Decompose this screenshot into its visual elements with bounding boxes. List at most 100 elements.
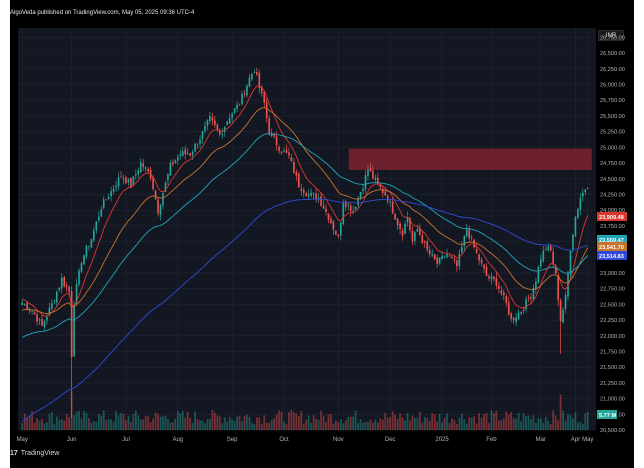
y-tick-label: 21,000.00 — [600, 397, 625, 403]
series-value-label: 23,541.70 — [599, 245, 624, 251]
candle-body — [206, 120, 209, 126]
volume-bar — [127, 415, 130, 430]
candle-body — [293, 161, 295, 173]
volume-bar — [300, 411, 303, 430]
volume-bar — [78, 410, 80, 430]
candle-body — [307, 194, 310, 196]
volume-bar — [438, 413, 441, 430]
candle-body — [298, 174, 300, 188]
volume-value-label: 5.77 M — [599, 413, 616, 419]
volume-bar — [75, 411, 78, 430]
y-tick-label: 24,500.00 — [600, 177, 625, 183]
volume-bar — [46, 422, 48, 430]
volume-bar — [532, 415, 535, 430]
candle-body — [177, 156, 179, 161]
volume-bar — [547, 420, 550, 430]
candle-body — [130, 177, 132, 188]
volume-bar — [186, 411, 189, 430]
candle-body — [322, 205, 325, 209]
volume-bar — [572, 418, 574, 430]
volume-bar — [352, 416, 355, 430]
candle-body — [157, 199, 159, 214]
candle-body — [505, 296, 508, 304]
y-tick-label: 22,500.00 — [600, 302, 625, 308]
volume-bar — [357, 422, 359, 430]
candle-body — [342, 203, 345, 225]
volume-bar — [381, 419, 384, 430]
volume-bar — [213, 412, 216, 430]
candle-body — [137, 170, 140, 175]
candle-body — [241, 93, 243, 105]
volume-bar — [241, 420, 243, 430]
volume-bar — [31, 411, 33, 430]
candle-body — [78, 270, 80, 285]
volume-bar — [63, 420, 66, 430]
candle-body — [209, 115, 211, 122]
ema-line-slow — [21, 133, 589, 338]
volume-bar — [362, 422, 364, 430]
volume-bar — [233, 420, 236, 430]
y-tick-label: 21,250.00 — [600, 381, 625, 387]
volume-bar — [525, 415, 527, 430]
candle-body — [458, 253, 461, 267]
volume-bar — [475, 423, 478, 430]
volume-bar — [275, 414, 278, 430]
volume-bar — [154, 412, 157, 430]
candle-body — [300, 189, 303, 191]
volume-bar — [458, 417, 461, 430]
candle-body — [584, 189, 587, 193]
x-tick-label: Sep — [227, 437, 238, 443]
candle-body — [273, 133, 275, 137]
candle-body — [377, 177, 379, 184]
volume-bar — [83, 410, 85, 430]
candle-body — [169, 162, 172, 176]
volume-bar — [147, 416, 150, 430]
candle-body — [357, 197, 359, 206]
volume-bar — [539, 418, 542, 430]
y-tick-label: 20,500.00 — [600, 428, 625, 434]
candle-body — [347, 204, 350, 206]
candle-body — [453, 259, 456, 261]
candle-body — [372, 170, 374, 179]
candle-body — [122, 178, 125, 180]
candle-body — [142, 163, 145, 167]
volume-bar — [142, 419, 145, 430]
volume-bar — [322, 415, 325, 430]
candle-body — [428, 250, 431, 255]
currency-badge[interactable]: INR — [598, 30, 624, 41]
candle-body — [263, 92, 266, 103]
candle-body — [559, 300, 562, 322]
volume-bar — [246, 414, 248, 430]
candle-body — [411, 230, 414, 242]
candle-body — [493, 276, 495, 280]
tradingview-logo-text: TradingView — [20, 450, 60, 457]
volume-bar — [446, 413, 448, 430]
candle-body — [332, 221, 335, 230]
volume-bar — [258, 417, 261, 430]
candle-body — [399, 223, 401, 229]
y-tick-label: 24,000.00 — [600, 208, 625, 214]
candle-body — [436, 257, 438, 264]
volume-bar — [517, 412, 520, 430]
candle-body — [85, 245, 88, 257]
volume-bar — [60, 419, 63, 430]
volume-bar — [122, 414, 125, 430]
candle-body — [465, 229, 468, 237]
candle-body — [443, 257, 446, 258]
volume-bar — [278, 410, 280, 430]
candle-body — [23, 304, 26, 305]
candle-body — [60, 277, 63, 289]
candle-body — [172, 162, 174, 165]
volume-bar — [97, 413, 100, 430]
volume-bar — [209, 419, 211, 430]
volume-bar — [443, 417, 446, 430]
volume-bar — [169, 422, 172, 430]
volume-bar — [441, 422, 443, 430]
candle-body — [196, 144, 199, 146]
candle-body — [554, 264, 557, 274]
candle-body — [470, 237, 473, 239]
y-tick-label: 26,000.00 — [600, 83, 625, 89]
candle-body — [226, 121, 229, 125]
candle-body — [253, 71, 256, 73]
